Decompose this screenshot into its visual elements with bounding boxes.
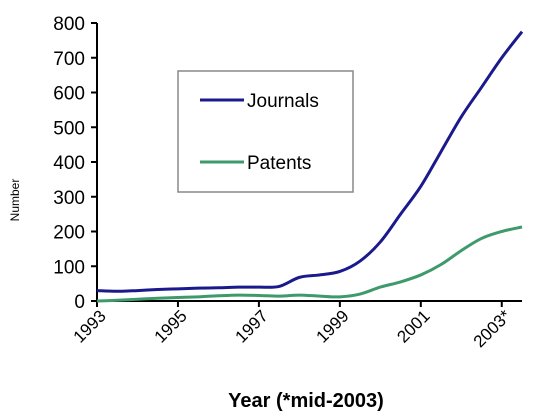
- y-tick-label: 0: [74, 292, 85, 313]
- y-axis-title: Number: [8, 179, 22, 222]
- y-tick-label: 700: [53, 49, 85, 70]
- series-layer: [96, 30, 524, 303]
- y-tick-label: 300: [53, 188, 85, 209]
- x-axis-ticks: 1993 1995 1997 1999 2001 2003*: [70, 301, 515, 351]
- y-tick-label: 200: [53, 223, 85, 244]
- legend-label-patents: Patents: [247, 153, 311, 174]
- y-tick-label: 100: [53, 257, 85, 278]
- y-tick-label: 500: [53, 118, 85, 139]
- x-tick-label: 2001: [393, 306, 433, 346]
- series-line-journals: [96, 30, 524, 293]
- x-axis-title: Year (*mid-2003): [228, 390, 384, 412]
- x-tick-label: 1997: [232, 306, 272, 346]
- y-tick-label: 600: [53, 84, 85, 105]
- legend-label-journals: Journals: [247, 91, 319, 112]
- y-axis-ticks: 0 100 200 300 400 500 600 700 800: [53, 14, 97, 313]
- legend-box: [177, 70, 354, 193]
- y-tick-label: 400: [53, 153, 85, 174]
- legend: Journals Patents: [177, 70, 354, 193]
- y-tick-label: 800: [53, 14, 85, 35]
- series-line-patents: [96, 225, 523, 303]
- x-tick-label: 1999: [313, 306, 353, 346]
- x-tick-label: 2003*: [470, 306, 515, 351]
- x-tick-label: 1995: [151, 306, 191, 346]
